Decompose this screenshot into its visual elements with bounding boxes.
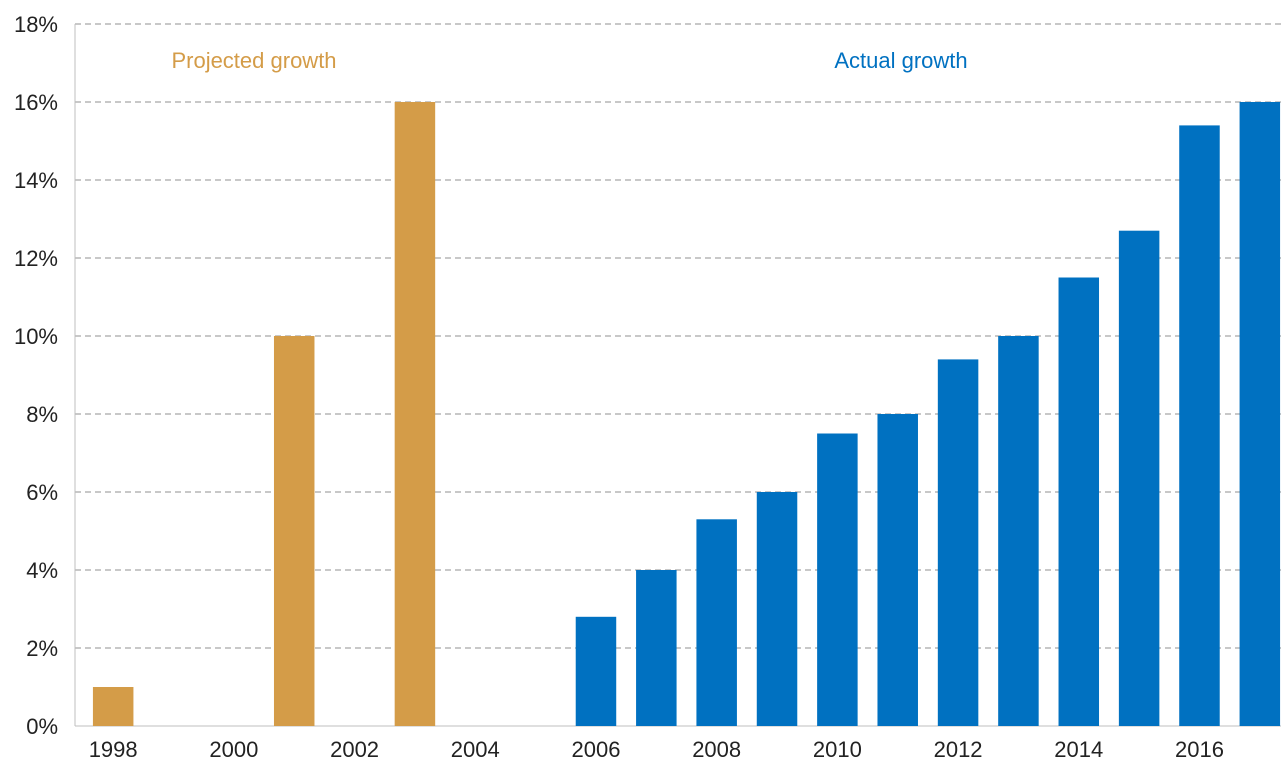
x-tick-label: 2002 [330,737,379,762]
actual-bar-2014 [1058,277,1100,726]
actual-bar-2013 [998,336,1039,726]
actual-bar-2006 [575,616,617,726]
gridlines [74,23,1281,727]
y-tick-label: 10% [14,324,58,349]
x-tick-label: 2016 [1175,737,1224,762]
actual-bar-2011 [877,414,918,726]
y-tick-label: 0% [26,714,58,739]
actual-bar-2017 [1239,102,1281,726]
series-annotations: Projected growth Actual growth [171,48,967,73]
x-tick-label: 2006 [571,737,620,762]
x-tick-label: 2014 [1054,737,1103,762]
actual-bar-2009 [756,492,798,726]
y-tick-label: 14% [14,168,58,193]
y-tick-label: 18% [14,12,58,37]
series-label-actual: Actual growth [834,48,967,73]
actual-bar-2016 [1179,125,1220,726]
y-tick-label: 2% [26,636,58,661]
actual-bar-2007 [636,570,677,726]
series-label-projected: Projected growth [171,48,336,73]
y-tick-label: 16% [14,90,58,115]
bars [92,102,1281,726]
x-axis-ticks: 1998 2000 2002 2004 2006 2008 2010 2012 2014 2016 [89,737,1224,762]
x-tick-label: 2012 [934,737,983,762]
y-tick-label: 6% [26,480,58,505]
actual-bar-2012 [937,359,979,726]
x-tick-label: 2008 [692,737,741,762]
x-tick-label: 2010 [813,737,862,762]
x-tick-label: 2000 [209,737,258,762]
x-tick-label: 1998 [89,737,138,762]
y-tick-label: 4% [26,558,58,583]
projected-bar-2001 [273,336,315,726]
projected-bar-2003 [394,102,436,726]
projected-bar-1998 [92,687,134,726]
y-tick-label: 8% [26,402,58,427]
y-tick-label: 12% [14,246,58,271]
x-tick-label: 2004 [451,737,500,762]
actual-bar-2015 [1118,230,1160,726]
actual-bar-2008 [696,519,737,726]
y-axis-ticks: 0% 2% 4% 6% 8% 10% 12% 14% 16% 18% [14,12,58,739]
actual-bar-2010 [817,433,858,726]
